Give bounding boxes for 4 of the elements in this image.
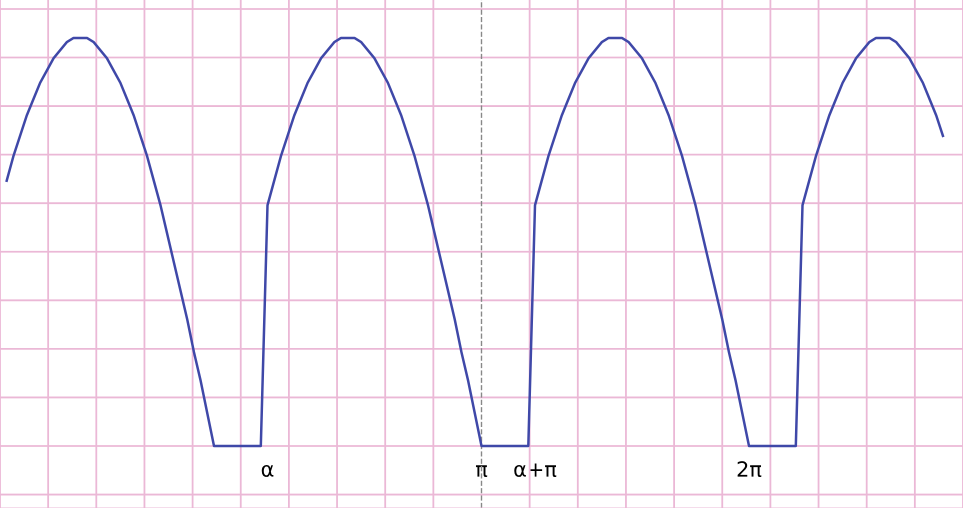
x-tick-label: α+π [514, 464, 556, 478]
x-tick-label: α [262, 464, 274, 477]
x-tick-label: 2π [738, 461, 762, 478]
x-tick-label: π [476, 465, 488, 478]
